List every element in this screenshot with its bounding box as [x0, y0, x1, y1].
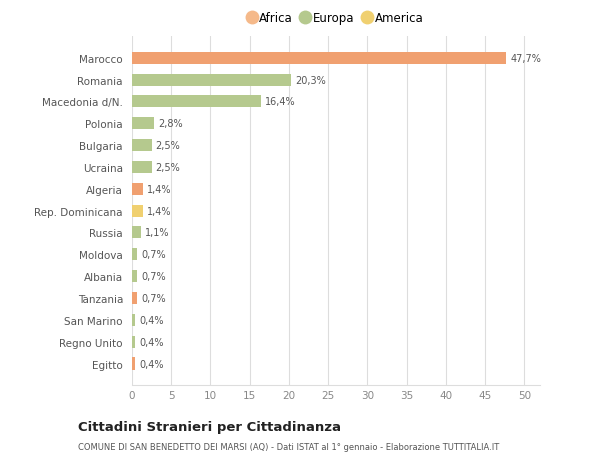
- Bar: [132, 118, 154, 130]
- Bar: [132, 205, 143, 217]
- Text: 1,4%: 1,4%: [147, 206, 172, 216]
- Bar: [132, 53, 506, 65]
- Text: 2,8%: 2,8%: [158, 119, 182, 129]
- Legend: Africa, Europa, America: Africa, Europa, America: [244, 8, 428, 30]
- Text: 0,7%: 0,7%: [142, 293, 166, 303]
- Text: 1,4%: 1,4%: [147, 185, 172, 194]
- Bar: [132, 183, 143, 196]
- Bar: [132, 270, 137, 283]
- Text: 2,5%: 2,5%: [155, 162, 180, 173]
- Text: 0,7%: 0,7%: [142, 272, 166, 281]
- Text: 0,4%: 0,4%: [139, 359, 164, 369]
- Bar: [132, 249, 137, 261]
- Bar: [132, 74, 291, 86]
- Bar: [132, 292, 137, 304]
- Bar: [132, 336, 135, 348]
- Text: 0,4%: 0,4%: [139, 315, 164, 325]
- Bar: [132, 162, 152, 174]
- Text: 0,4%: 0,4%: [139, 337, 164, 347]
- Text: 47,7%: 47,7%: [510, 54, 541, 63]
- Bar: [132, 96, 260, 108]
- Text: 1,1%: 1,1%: [145, 228, 169, 238]
- Text: 16,4%: 16,4%: [265, 97, 295, 107]
- Text: 20,3%: 20,3%: [295, 75, 326, 85]
- Text: 0,7%: 0,7%: [142, 250, 166, 260]
- Bar: [132, 140, 152, 152]
- Bar: [132, 314, 135, 326]
- Bar: [132, 227, 140, 239]
- Text: Cittadini Stranieri per Cittadinanza: Cittadini Stranieri per Cittadinanza: [78, 420, 341, 433]
- Text: COMUNE DI SAN BENEDETTO DEI MARSI (AQ) - Dati ISTAT al 1° gennaio - Elaborazione: COMUNE DI SAN BENEDETTO DEI MARSI (AQ) -…: [78, 442, 499, 451]
- Bar: [132, 358, 135, 369]
- Text: 2,5%: 2,5%: [155, 141, 180, 151]
